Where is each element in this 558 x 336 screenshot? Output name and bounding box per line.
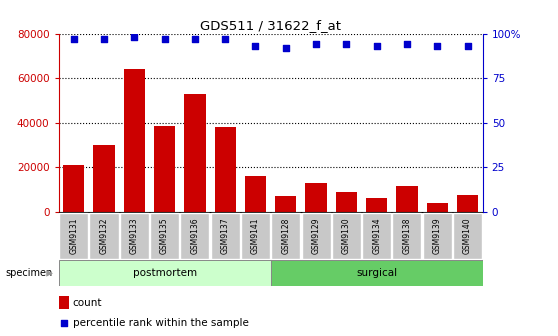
Text: GSM9129: GSM9129 — [311, 218, 320, 254]
Point — [311, 42, 320, 47]
Text: GSM9131: GSM9131 — [69, 218, 78, 254]
Text: GSM9135: GSM9135 — [160, 218, 169, 254]
Text: GSM9133: GSM9133 — [130, 218, 139, 254]
Text: GSM9132: GSM9132 — [99, 218, 108, 254]
Bar — [305, 183, 326, 212]
FancyBboxPatch shape — [332, 213, 361, 259]
FancyBboxPatch shape — [392, 213, 421, 259]
Text: GSM9139: GSM9139 — [433, 218, 442, 254]
Text: surgical: surgical — [356, 268, 397, 278]
Point — [69, 36, 78, 42]
FancyBboxPatch shape — [301, 213, 330, 259]
Point — [221, 36, 230, 42]
Text: GSM9128: GSM9128 — [281, 218, 290, 254]
FancyBboxPatch shape — [362, 213, 391, 259]
FancyBboxPatch shape — [271, 213, 300, 259]
FancyBboxPatch shape — [59, 260, 271, 286]
Bar — [59, 296, 69, 309]
Text: GSM9134: GSM9134 — [372, 218, 381, 254]
Point — [160, 36, 169, 42]
Point — [281, 45, 290, 50]
Title: GDS511 / 31622_f_at: GDS511 / 31622_f_at — [200, 19, 341, 33]
Bar — [124, 69, 145, 212]
Point — [130, 35, 139, 40]
FancyBboxPatch shape — [271, 260, 483, 286]
FancyBboxPatch shape — [453, 213, 482, 259]
Bar — [215, 127, 236, 212]
Point — [433, 43, 442, 49]
FancyBboxPatch shape — [120, 213, 149, 259]
Bar — [366, 198, 387, 212]
Bar — [184, 94, 205, 212]
Bar — [245, 176, 266, 212]
Point — [463, 43, 472, 49]
Bar — [93, 145, 114, 212]
Text: postmortem: postmortem — [133, 268, 196, 278]
FancyBboxPatch shape — [89, 213, 118, 259]
FancyBboxPatch shape — [180, 213, 209, 259]
Point — [372, 43, 381, 49]
Text: count: count — [73, 298, 102, 308]
Text: specimen: specimen — [6, 268, 53, 278]
Point — [99, 36, 108, 42]
Bar — [275, 196, 296, 212]
Text: GSM9138: GSM9138 — [402, 218, 411, 254]
FancyBboxPatch shape — [211, 213, 240, 259]
FancyBboxPatch shape — [423, 213, 452, 259]
Point — [59, 320, 68, 325]
Bar — [427, 203, 448, 212]
Text: GSM9140: GSM9140 — [463, 218, 472, 254]
Text: GSM9141: GSM9141 — [251, 218, 260, 254]
Point — [342, 42, 351, 47]
Bar — [457, 195, 478, 212]
Bar — [336, 192, 357, 212]
Bar — [63, 165, 84, 212]
Bar — [154, 126, 175, 212]
FancyBboxPatch shape — [241, 213, 270, 259]
Text: GSM9130: GSM9130 — [342, 218, 351, 254]
FancyBboxPatch shape — [150, 213, 179, 259]
Point — [402, 42, 411, 47]
Text: GSM9137: GSM9137 — [221, 218, 230, 254]
Text: GSM9136: GSM9136 — [190, 218, 199, 254]
Point — [251, 43, 260, 49]
Text: percentile rank within the sample: percentile rank within the sample — [73, 318, 248, 328]
Point — [190, 36, 199, 42]
FancyBboxPatch shape — [59, 213, 88, 259]
Bar — [396, 186, 417, 212]
